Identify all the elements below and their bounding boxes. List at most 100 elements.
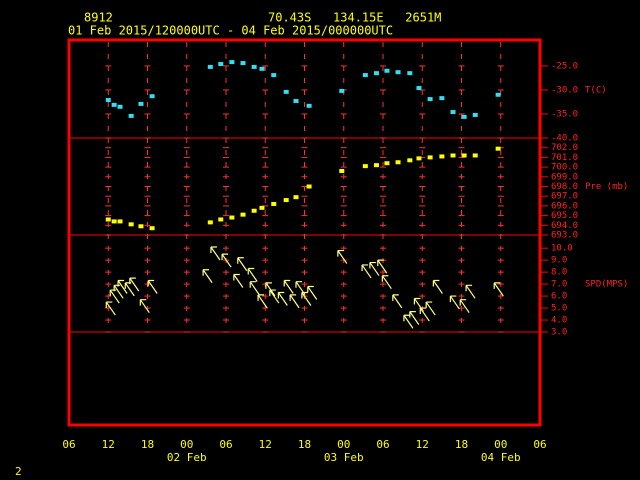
data-point [306, 103, 312, 108]
y-axis-label: SPD(MPS) [585, 280, 628, 290]
time-period: 01 Feb 2015/120000UTC - 04 Feb 2015/0000… [68, 24, 393, 38]
y-tick-label: -40.0 [551, 134, 578, 144]
data-point [105, 217, 111, 222]
wind-arrow [109, 289, 120, 304]
x-tick-label: 06 [533, 438, 546, 451]
data-point [111, 102, 117, 107]
wind-arrow [289, 294, 300, 309]
data-point [472, 112, 478, 117]
wind-arrow [113, 284, 124, 299]
x-tick-label: 00 [180, 438, 193, 451]
y-tick-label: 700.0 [551, 163, 578, 173]
y-tick-label: 9.0 [551, 256, 567, 266]
data-point [427, 155, 433, 160]
wind-arrow [409, 311, 420, 325]
data-point [271, 201, 277, 206]
data-point [218, 62, 224, 67]
data-point [229, 215, 235, 220]
data-point [283, 198, 289, 203]
wind-arrow [432, 279, 443, 294]
wind-arrow [301, 291, 312, 306]
data-point [339, 88, 345, 93]
wind-arrow [337, 249, 348, 264]
data-point [362, 164, 368, 169]
y-tick-label: -25.0 [551, 61, 578, 71]
wind-arrow [277, 291, 288, 306]
wind-arrow [465, 284, 476, 299]
data-point [240, 212, 246, 217]
wind-arrow [459, 299, 470, 314]
wind-arrow [307, 285, 318, 300]
data-point [293, 99, 299, 104]
wind-arrow [237, 257, 248, 272]
data-point [461, 153, 467, 158]
data-point [495, 146, 501, 151]
wind-arrow [269, 289, 280, 304]
plot-frame [67, 38, 542, 427]
wind-arrow [147, 279, 158, 294]
y-tick-label: 8.0 [551, 268, 567, 278]
wind-arrow [265, 282, 276, 297]
data-point [128, 113, 134, 118]
y-tick-label: 3.0 [551, 328, 567, 338]
data-point [339, 168, 345, 173]
wind-arrow [233, 273, 244, 288]
y-tick-label: 697.0 [551, 192, 578, 202]
x-tick-label: 12 [259, 438, 272, 451]
wind-arrow [369, 261, 380, 276]
y-axis-label: T(C) [585, 85, 607, 95]
data-point [427, 97, 433, 102]
wind-arrow [381, 275, 392, 290]
data-point [407, 71, 413, 76]
y-tick-label: 701.0 [551, 153, 578, 163]
x-tick-label: 06 [376, 438, 389, 451]
y-tick-label: -30.0 [551, 85, 578, 95]
wind-arrow [249, 281, 260, 296]
y-tick-label: 7.0 [551, 280, 567, 290]
y-tick-label: -35.0 [551, 109, 578, 119]
y-tick-label: 5.0 [551, 304, 567, 314]
x-tick-label: 18 [141, 438, 154, 451]
data-point [306, 184, 312, 189]
station-id: 8912 [84, 11, 113, 25]
wind-arrow [257, 294, 268, 309]
y-tick-label: 698.0 [551, 182, 578, 192]
y-tick-label: 695.0 [551, 211, 578, 221]
data-point [450, 153, 456, 158]
data-point [259, 66, 265, 71]
wind-arrow [425, 301, 436, 316]
data-point [439, 96, 445, 101]
data-point [149, 226, 155, 231]
wind-arrow [419, 307, 430, 322]
data-point [384, 68, 390, 73]
wind-arrow [413, 297, 424, 312]
data-point [450, 110, 456, 115]
data-point [251, 208, 257, 213]
data-point [138, 101, 144, 106]
data-point [472, 153, 478, 158]
x-tick-label: 06 [62, 438, 75, 451]
y-axis-label: Pre (mb) [585, 182, 628, 192]
x-tick-label: 12 [416, 438, 429, 451]
day-label: 02 Feb [167, 451, 207, 464]
x-tick-label: 06 [219, 438, 232, 451]
wind-arrow [493, 282, 504, 297]
data-point [105, 98, 111, 103]
y-tick-label: 693.0 [551, 231, 578, 241]
wind-arrow [105, 301, 116, 316]
wind-arrow [129, 277, 140, 292]
data-point [495, 92, 501, 97]
data-point [395, 70, 401, 75]
data-point [111, 219, 117, 224]
data-point [271, 73, 277, 78]
wind-arrow [361, 264, 372, 279]
wind-arrow [117, 279, 128, 294]
y-tick-label: 6.0 [551, 292, 567, 302]
day-label: 03 Feb [324, 451, 364, 464]
y-tick-label: 696.0 [551, 201, 578, 211]
data-point [407, 158, 413, 163]
data-point [218, 217, 224, 222]
day-label: 04 Feb [481, 451, 521, 464]
data-point [259, 205, 265, 210]
